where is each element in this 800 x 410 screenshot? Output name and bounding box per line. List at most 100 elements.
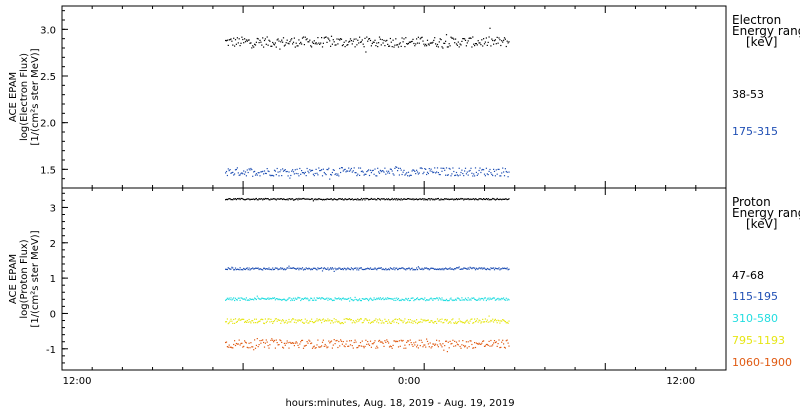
data-point <box>310 269 312 271</box>
data-point <box>482 318 484 320</box>
data-point <box>492 197 494 200</box>
data-point <box>396 321 398 324</box>
data-point <box>450 198 452 200</box>
data-point <box>389 345 391 347</box>
data-point <box>368 343 370 345</box>
data-point <box>311 46 313 48</box>
data-point <box>362 43 364 45</box>
data-point <box>301 339 304 341</box>
data-point <box>334 44 336 46</box>
data-point <box>240 342 242 345</box>
data-point <box>262 199 264 201</box>
data-point <box>284 321 286 323</box>
data-point <box>498 299 500 301</box>
data-point <box>244 199 247 201</box>
data-point <box>461 268 463 270</box>
data-point <box>300 341 302 343</box>
data-point <box>477 40 479 42</box>
data-point <box>268 39 270 41</box>
data-point <box>484 268 486 270</box>
data-point <box>292 297 295 299</box>
data-point <box>244 173 246 175</box>
data-point <box>466 347 468 349</box>
data-point <box>269 268 271 271</box>
y-tick-label: 0 <box>50 309 56 320</box>
data-point <box>474 318 476 320</box>
data-point <box>327 198 329 200</box>
data-point <box>414 298 416 301</box>
data-point <box>333 339 335 341</box>
data-point <box>489 297 491 299</box>
data-point <box>314 299 316 301</box>
data-point <box>456 174 458 176</box>
data-point <box>234 169 237 171</box>
data-point <box>398 174 400 176</box>
data-point <box>288 297 290 299</box>
data-point <box>370 298 372 300</box>
data-point <box>308 267 310 269</box>
data-point <box>319 346 321 348</box>
data-point <box>321 297 323 299</box>
data-point <box>503 39 505 41</box>
data-point <box>397 170 399 172</box>
data-point <box>268 199 270 201</box>
data-point <box>445 198 448 200</box>
data-point <box>282 319 284 321</box>
data-point <box>289 297 291 299</box>
data-point <box>360 41 362 43</box>
data-point <box>453 345 455 347</box>
data-point <box>492 318 494 320</box>
data-point <box>488 36 490 38</box>
data-point <box>430 320 432 322</box>
data-point <box>500 175 502 177</box>
data-point <box>234 173 236 175</box>
data-point <box>401 320 403 322</box>
data-point <box>285 42 287 44</box>
data-point <box>266 168 268 170</box>
data-point <box>320 267 322 269</box>
data-point <box>282 198 284 201</box>
data-point <box>300 299 302 302</box>
data-point <box>402 299 404 301</box>
data-point <box>240 197 242 200</box>
data-point <box>471 297 473 299</box>
data-point <box>452 268 454 270</box>
data-point <box>350 267 352 269</box>
data-point <box>330 322 332 324</box>
data-point <box>326 297 328 299</box>
data-point <box>465 320 467 322</box>
data-point <box>271 45 273 47</box>
data-point <box>400 198 402 200</box>
data-point <box>273 321 275 323</box>
data-point <box>368 38 370 40</box>
data-point <box>248 39 250 41</box>
data-point <box>407 198 409 200</box>
data-point <box>333 41 335 43</box>
data-point <box>495 198 497 201</box>
data-point <box>381 268 383 271</box>
data-point <box>386 198 388 200</box>
data-point <box>238 269 240 271</box>
data-point <box>434 321 436 323</box>
data-point <box>503 198 505 200</box>
data-point <box>231 299 233 301</box>
data-point <box>505 45 507 48</box>
data-point <box>337 198 339 201</box>
data-point <box>464 346 466 348</box>
data-point <box>416 171 419 173</box>
data-point <box>483 198 485 200</box>
data-point <box>246 40 248 42</box>
data-point <box>397 269 399 271</box>
data-point <box>254 322 257 324</box>
data-point <box>330 298 333 300</box>
data-point <box>425 168 427 170</box>
data-point <box>237 319 239 321</box>
data-point <box>428 346 430 348</box>
data-point <box>316 269 318 271</box>
data-point <box>340 38 343 40</box>
data-point <box>462 340 464 342</box>
data-point <box>411 267 413 269</box>
data-point <box>295 198 297 200</box>
data-point <box>294 46 296 48</box>
data-point <box>258 198 260 200</box>
